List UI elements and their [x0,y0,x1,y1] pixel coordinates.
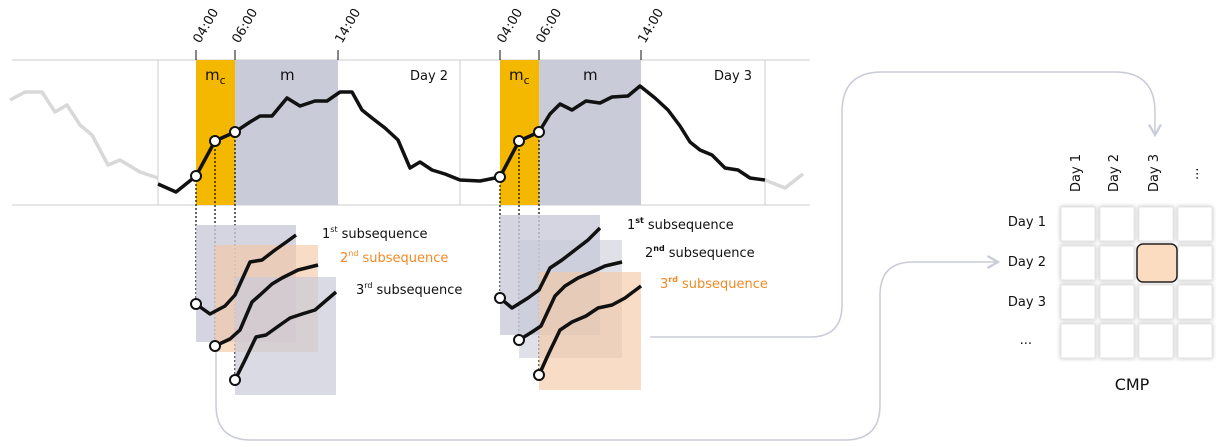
matrix-label: CMP [1115,375,1150,394]
matrix-row-label: Day 1 [1008,215,1046,230]
motif-context-label: mc [509,66,530,87]
frame [12,59,810,206]
matrix-column-label: Day 3 [1147,154,1162,192]
subsequence-label: 2nd subsequence [340,249,448,266]
motif-context-region [196,60,235,205]
motif-context-label: mc [205,66,226,87]
series [157,84,766,194]
day-label: Day 2 [410,69,448,84]
time-tick: 14:00 [635,6,667,46]
motif-context-region [500,60,539,205]
matrix-cells [1060,206,1213,359]
subsequence-box [539,272,641,390]
subsequence [194,233,298,316]
time-tick: 06:00 [229,6,261,46]
subsequence-label: 3rd subsequence [660,275,768,292]
connector [650,71,1162,338]
subsequence-label: 3rd subsequence [356,281,462,298]
matrix-row-label: Day 3 [1008,295,1046,310]
ticks [195,50,642,60]
subsequence-label: 1st subsequence [322,225,428,242]
matrix-column-label: Day 1 [1069,154,1084,192]
subsequence-label: 2nd subsequence [645,244,755,261]
matrix-column-label: ... [1187,168,1202,180]
subsequence [498,226,602,310]
day-label: Day 3 [714,69,752,84]
matrix-row-label: Day 2 [1008,255,1046,270]
highlighted-cell [1136,243,1178,283]
series-faded [764,172,805,190]
subsequence-box [235,277,336,395]
time-tick: 06:00 [533,6,565,46]
subsequence [537,284,643,376]
subsequence-label: 1st subsequence [627,216,734,233]
motif-label: m [280,66,295,84]
time-tick: 14:00 [332,6,364,46]
subsequence [233,290,338,381]
connector [215,255,1001,441]
subsequence [214,263,319,348]
time-tick: 04:00 [190,6,222,46]
series-faded [9,90,159,180]
matrix-row-label: ... [1020,333,1032,348]
motif-region [235,60,338,205]
points [190,126,545,386]
time-tick: 04:00 [494,6,526,46]
motif-region [539,60,641,205]
subsequence [518,260,623,342]
matrix-column-label: Day 2 [1107,154,1122,192]
motif-label: m [583,66,598,84]
